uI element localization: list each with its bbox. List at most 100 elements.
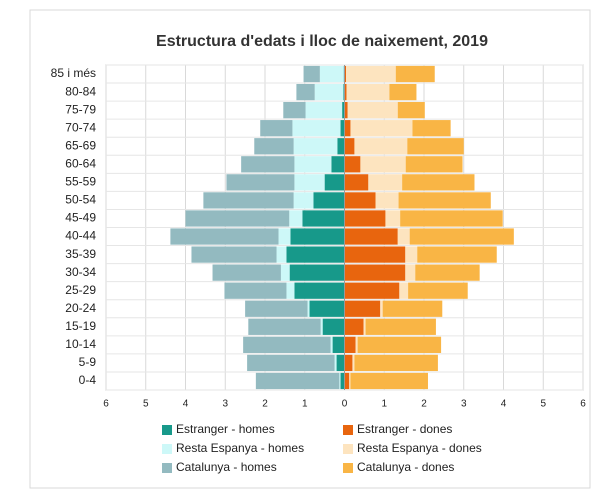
bar-segment — [409, 228, 514, 245]
bar-segment — [278, 228, 291, 245]
y-tick-label: 85 i més — [51, 66, 96, 80]
bar-segment — [340, 120, 345, 137]
legend-label: Estranger - dones — [357, 422, 452, 436]
bar-segment — [382, 300, 443, 317]
bar-segment — [350, 120, 413, 137]
bar-segment — [296, 83, 315, 101]
bar-segment — [343, 83, 345, 101]
x-tick-label: 6 — [103, 399, 109, 410]
bar-segment — [344, 264, 406, 281]
bar-segment — [360, 156, 406, 173]
bar-segment — [280, 264, 290, 281]
bar-segment — [339, 372, 341, 390]
bar-segment — [400, 210, 503, 227]
bar-segment — [344, 192, 376, 209]
bar-segment — [330, 336, 333, 353]
bar-segment — [398, 192, 491, 209]
bar-segment — [415, 264, 480, 281]
bar-segment — [368, 174, 403, 191]
x-tick-label: 5 — [143, 399, 149, 410]
bar-segment — [344, 138, 355, 155]
bar-segment — [290, 228, 345, 245]
bar-segment — [336, 354, 345, 372]
bar-segment — [226, 174, 295, 191]
bar-segment — [352, 354, 355, 372]
bar-segment — [344, 102, 348, 119]
bar-segment — [385, 210, 401, 227]
bar-segment — [344, 156, 361, 173]
x-tick-label: 3 — [222, 399, 228, 410]
bar-segment — [340, 372, 345, 390]
bar-segment — [395, 65, 435, 83]
bar-segment — [354, 354, 438, 372]
bar-segment — [380, 300, 383, 317]
bar-segment — [354, 138, 408, 155]
bar-segment — [286, 282, 295, 299]
bar-segment — [293, 192, 314, 209]
y-tick-label: 55-59 — [65, 175, 96, 189]
bar-segment — [344, 65, 347, 83]
bar-segment — [334, 354, 337, 372]
legend-label: Catalunya - dones — [357, 460, 454, 474]
bar-segment — [289, 210, 303, 227]
legend-label: Resta Espanya - homes — [176, 441, 304, 455]
bar-segment — [331, 156, 345, 173]
bar-segment — [397, 228, 410, 245]
y-tick-label: 70-74 — [65, 120, 96, 134]
legend-swatch — [162, 444, 172, 454]
chart-title: Estructura d'edats i lloc de naixement, … — [156, 33, 488, 50]
bar-segment — [405, 156, 463, 173]
y-tick-label: 35-39 — [65, 247, 96, 261]
bar-segment — [344, 228, 398, 245]
bar-segment — [342, 102, 345, 119]
x-tick-label: 5 — [540, 399, 546, 410]
legend-label: Resta Espanya - dones — [357, 441, 482, 455]
x-tick-label: 3 — [461, 399, 467, 410]
y-tick-label: 40-44 — [65, 229, 96, 243]
bar-segment — [254, 138, 294, 155]
y-tick-label: 60-64 — [65, 156, 96, 170]
bar-segment — [349, 372, 351, 390]
bar-segment — [248, 318, 321, 335]
bar-segment — [292, 120, 341, 137]
bar-segment — [276, 246, 287, 263]
y-tick-label: 30-34 — [65, 265, 96, 279]
bar-segment — [302, 210, 345, 227]
bar-segment — [337, 138, 345, 155]
x-tick-label: 0 — [342, 399, 348, 410]
bar-segment — [289, 264, 345, 281]
y-tick-label: 15-19 — [65, 319, 96, 333]
bar-segment — [313, 192, 345, 209]
bar-segment — [185, 210, 290, 227]
bar-segment — [344, 120, 351, 137]
bar-segment — [255, 372, 340, 390]
bar-segment — [286, 246, 345, 263]
bar-segment — [344, 318, 364, 335]
legend-swatch — [343, 425, 353, 435]
x-tick-label: 1 — [302, 399, 308, 410]
bar-segment — [344, 83, 347, 101]
x-tick-label: 6 — [580, 399, 586, 410]
y-tick-label: 5-9 — [79, 355, 97, 369]
bar-segment — [293, 138, 338, 155]
bar-segment — [363, 318, 366, 335]
bar-segment — [412, 120, 451, 137]
bar-segment — [191, 246, 277, 263]
bar-segment — [357, 336, 442, 353]
x-tick-label: 2 — [262, 399, 268, 410]
bar-segment — [243, 336, 331, 353]
y-tick-label: 0-4 — [79, 373, 97, 387]
y-tick-label: 75-79 — [65, 102, 96, 116]
bar-segment — [170, 228, 279, 245]
y-tick-label: 80-84 — [65, 84, 96, 98]
legend-swatch — [343, 444, 353, 454]
bar-segment — [375, 192, 399, 209]
bar-segment — [389, 83, 417, 101]
bar-segment — [346, 83, 390, 101]
bar-segment — [408, 282, 468, 299]
x-tick-label: 4 — [501, 399, 507, 410]
bar-segment — [347, 102, 398, 119]
bar-segment — [344, 210, 386, 227]
